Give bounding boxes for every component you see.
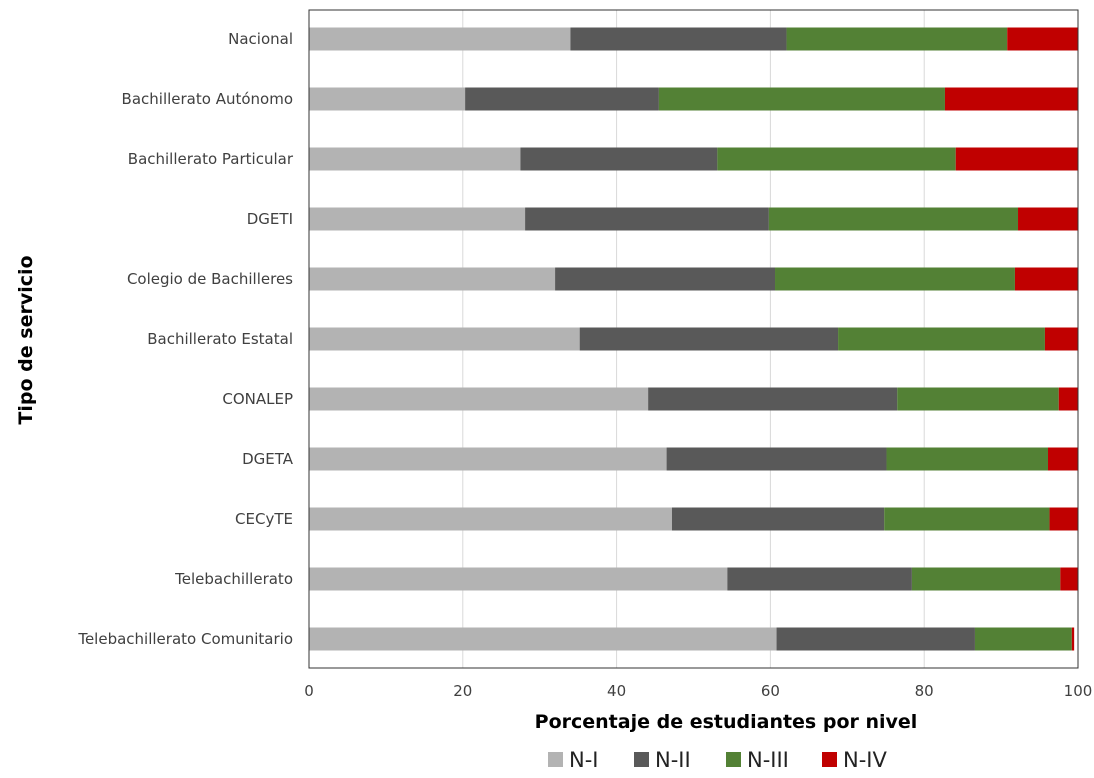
category-label: DGETI [247, 210, 293, 228]
bar-segment-n-iii [974, 627, 1072, 651]
bar-segment-n-iv [1014, 267, 1078, 291]
legend-swatch-n-iv [822, 752, 837, 767]
bar-segment-n-i [309, 267, 556, 291]
bar-segment-n-iii [658, 87, 945, 111]
bar-segment-n-iv [1049, 507, 1078, 531]
legend-label: N-III [747, 748, 789, 772]
bar-segment-n-iv [1071, 627, 1075, 651]
category-label: Bachillerato Particular [128, 150, 294, 168]
legend-swatch-n-iii [726, 752, 741, 767]
x-tick-label: 40 [607, 682, 626, 700]
bar-segment-n-i [309, 507, 672, 531]
bar-segment-n-i [309, 627, 777, 651]
bar-segment-n-ii [555, 267, 776, 291]
category-label: Bachillerato Autónomo [122, 90, 293, 108]
bars-group [309, 27, 1078, 651]
bar-segment-n-ii [520, 147, 718, 171]
x-tick-label: 100 [1064, 682, 1093, 700]
bar-segment-n-iii [775, 267, 1015, 291]
category-label: DGETA [242, 450, 294, 468]
category-label: Telebachillerato [174, 570, 293, 588]
bar-segment-n-i [309, 147, 521, 171]
bar-segment-n-iv [955, 147, 1078, 171]
bar-segment-n-i [309, 387, 649, 411]
bar-segment-n-ii [570, 27, 787, 51]
legend: N-I N-II N-III N-IV [548, 748, 887, 772]
x-tick-labels: 0 20 40 60 80 100 [304, 682, 1092, 700]
bar-segment-n-ii [727, 567, 912, 591]
bar-segment-n-iv [1007, 27, 1078, 51]
legend-label: N-IV [843, 748, 887, 772]
bar-segment-n-iv [1060, 567, 1078, 591]
category-label: Nacional [228, 30, 293, 48]
x-tick-label: 80 [915, 682, 934, 700]
bar-segment-n-iv [1048, 447, 1078, 471]
legend-swatch-n-i [548, 752, 563, 767]
x-axis-title: Porcentaje de estudiantes por nivel [535, 711, 918, 733]
y-axis-title: Tipo de servicio [15, 255, 37, 424]
bar-segment-n-ii [579, 327, 839, 351]
legend-label: N-II [655, 748, 691, 772]
category-label: Telebachillerato Comunitario [77, 630, 293, 648]
bar-segment-n-iii [717, 147, 956, 171]
category-label: Colegio de Bachilleres [127, 270, 293, 288]
bar-segment-n-iii [768, 207, 1019, 231]
bar-segment-n-iii [911, 567, 1061, 591]
category-label: CECyTE [235, 510, 293, 528]
bar-segment-n-i [309, 27, 571, 51]
bar-segment-n-iii [786, 27, 1008, 51]
bar-segment-n-i [309, 87, 466, 111]
bar-segment-n-ii [776, 627, 975, 651]
bar-segment-n-i [309, 327, 580, 351]
bar-segment-n-ii [465, 87, 659, 111]
bar-segment-n-i [309, 567, 728, 591]
plot-frame [308, 9, 1079, 669]
legend-label: N-I [569, 748, 598, 772]
bar-segment-n-ii [525, 207, 769, 231]
bar-segment-n-iii [897, 387, 1059, 411]
bar-segment-n-iii [884, 507, 1050, 531]
bar-segment-n-iv [1018, 207, 1078, 231]
bar-segment-n-ii [671, 507, 885, 531]
bar-segment-n-ii [648, 387, 898, 411]
legend-swatch-n-ii [634, 752, 649, 767]
axes [308, 9, 1079, 669]
x-tick-label: 0 [304, 682, 314, 700]
bar-segment-n-iv [944, 87, 1078, 111]
bar-segment-n-iv [1058, 387, 1078, 411]
x-tick-label: 20 [453, 682, 472, 700]
bar-segment-n-iii [886, 447, 1049, 471]
bar-segment-n-i [309, 207, 526, 231]
category-label: Bachillerato Estatal [147, 330, 293, 348]
category-label: CONALEP [222, 390, 293, 408]
bar-segment-n-i [309, 447, 667, 471]
bar-segment-n-ii [666, 447, 887, 471]
category-labels: Nacional Bachillerato Autónomo Bachillerat… [77, 30, 293, 648]
bar-segment-n-iii [838, 327, 1045, 351]
bar-segment-n-iv [1044, 327, 1078, 351]
x-tick-label: 60 [761, 682, 780, 700]
